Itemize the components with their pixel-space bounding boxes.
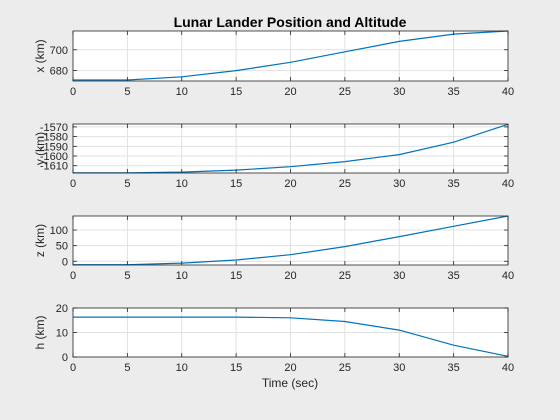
x-tick-label: 35 (448, 178, 460, 190)
x-tick-label: 35 (448, 86, 460, 98)
x-tick-label: 25 (339, 86, 351, 98)
x-tick-label: 20 (284, 86, 296, 98)
y-tick-label: 50 (56, 241, 68, 253)
figure-title: Lunar Lander Position and Altitude (174, 14, 407, 30)
y-tick-label: 700 (50, 45, 68, 57)
y-tick-label: -1590 (40, 141, 68, 153)
x-tick-label: 5 (124, 86, 130, 98)
x-tick-label: 20 (284, 270, 296, 282)
x-tick-label: 10 (176, 270, 188, 282)
y-tick-label: 0 (62, 256, 68, 268)
y-axis-label: x (km) (33, 39, 47, 72)
x-tick-label: 5 (124, 178, 130, 190)
series-line-1 (73, 30, 509, 81)
x-tick-label: 5 (124, 270, 130, 282)
x-tick-label: 0 (70, 86, 76, 98)
x-tick-label: 35 (448, 270, 460, 282)
x-tick-label: 25 (339, 362, 351, 374)
y-tick-label: 20 (56, 303, 68, 315)
x-tick-label: 40 (502, 270, 514, 282)
x-tick-label: 15 (230, 270, 242, 282)
x-tick-label: 0 (70, 178, 76, 190)
x-tick-label: 25 (339, 270, 351, 282)
y-axis-label: y (km) (33, 132, 47, 165)
x-tick-label: 0 (70, 270, 76, 282)
x-tick-label: 10 (176, 86, 188, 98)
y-tick-label: -1570 (40, 122, 68, 134)
y-tick-label: -1580 (40, 132, 68, 144)
y-axis-label: h (km) (33, 316, 47, 350)
x-tick-label: 10 (176, 178, 188, 190)
y-tick-label: 0 (62, 352, 68, 364)
x-tick-label: 25 (339, 178, 351, 190)
x-tick-label: 15 (230, 362, 242, 374)
y-tick-label: 100 (50, 225, 68, 237)
y-tick-label: -1600 (40, 151, 68, 163)
x-tick-label: 10 (176, 362, 188, 374)
x-tick-label: 0 (70, 362, 76, 374)
y-tick-label: 680 (50, 66, 68, 78)
y-tick-label: -1610 (40, 161, 68, 173)
subplot-2: 0 5 10 15 20 25 30 35 40 -1610-1600-1590-1580-157… (33, 122, 514, 190)
x-axis-label: Time (sec) (262, 376, 318, 390)
x-tick-label: 40 (502, 178, 514, 190)
x-tick-label: 15 (230, 178, 242, 190)
x-tick-label: 15 (230, 86, 242, 98)
x-tick-label: 40 (502, 86, 514, 98)
x-tick-label: 30 (393, 270, 405, 282)
x-tick-label: 20 (284, 178, 296, 190)
x-tick-label: 5 (124, 362, 130, 374)
x-tick-label: 30 (393, 86, 405, 98)
y-tick-label: 10 (56, 328, 68, 340)
x-tick-label: 40 (502, 362, 514, 374)
subplot-4: 0 5 10 15 20 25 30 35 40 0 10 20 h (km) (33, 303, 514, 374)
y-axis-label: z (km) (33, 224, 47, 257)
x-tick-label: 30 (393, 362, 405, 374)
x-tick-label: 30 (393, 178, 405, 190)
x-tick-label: 20 (284, 362, 296, 374)
x-tick-label: 35 (448, 362, 460, 374)
